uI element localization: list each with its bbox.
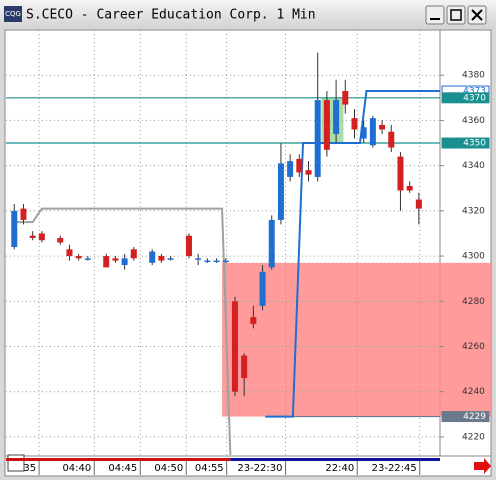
x-tick-label: 04:55 xyxy=(195,463,224,474)
candle-body xyxy=(204,260,211,263)
candle-body xyxy=(231,301,238,392)
x-tick-label: 22:40 xyxy=(325,463,354,474)
candle-body xyxy=(112,258,119,261)
y-tick-label: 4320 xyxy=(462,206,485,216)
y-tick-label: 4260 xyxy=(462,342,485,352)
level-tag xyxy=(441,137,490,149)
time-strip-right xyxy=(230,458,440,461)
candle-body xyxy=(57,237,64,243)
chart-title: S.CECO - Career Education Corp. 1 Min xyxy=(26,8,316,23)
candle-body xyxy=(360,127,367,139)
x-tick-label: 35 xyxy=(23,463,36,474)
candle-body xyxy=(213,260,220,263)
candle-body xyxy=(29,235,36,238)
candle-body xyxy=(323,100,330,150)
candle-body xyxy=(415,199,422,209)
maximize-button[interactable] xyxy=(446,5,466,25)
zone xyxy=(222,262,491,417)
candle-body xyxy=(314,100,321,177)
candle-body xyxy=(84,258,91,260)
level-label: 4229 xyxy=(463,412,486,422)
level-tag xyxy=(441,92,490,104)
candle-body xyxy=(158,256,165,261)
y-tick-label: 4220 xyxy=(462,432,485,442)
candle-body xyxy=(342,91,349,105)
candle-body xyxy=(121,258,128,266)
candle-body xyxy=(38,233,45,241)
y-tick-label: 4360 xyxy=(462,116,485,126)
maximize-glyph xyxy=(450,9,462,21)
candle-body xyxy=(305,170,312,175)
y-tick-label: 4300 xyxy=(462,252,485,262)
candle-body xyxy=(149,251,156,263)
candle-body xyxy=(185,235,192,257)
candle-body xyxy=(250,317,257,324)
candle-body xyxy=(66,249,73,257)
level-label: 4350 xyxy=(463,139,486,149)
y-tick-label: 4280 xyxy=(462,297,485,307)
close-glyph xyxy=(471,9,483,21)
level-label: 4370 xyxy=(463,93,486,103)
candle-body xyxy=(296,158,303,173)
x-tick-label: 04:50 xyxy=(154,463,183,474)
candle-body xyxy=(333,100,340,134)
candle-body xyxy=(20,208,27,220)
candle-body xyxy=(130,249,137,259)
candle-body xyxy=(369,118,376,146)
level-tag xyxy=(441,411,490,423)
plot-area: 4220 4240 4260 4280 4300 4320 4340 4360 4380 35 04… xyxy=(6,30,491,475)
candle-body xyxy=(259,271,266,306)
candle-body xyxy=(379,124,386,130)
app-icon-glyph: CQG xyxy=(5,10,21,18)
candle-body xyxy=(287,161,294,177)
candle-body xyxy=(388,131,395,148)
candle-body xyxy=(397,156,404,191)
level-label: 4373 xyxy=(463,87,486,97)
candle-body xyxy=(222,260,229,263)
corner-box[interactable] xyxy=(7,454,25,472)
candle-body xyxy=(11,210,18,248)
y-tick-label: 4380 xyxy=(462,71,485,81)
indicator-line xyxy=(14,207,232,456)
candle-body xyxy=(167,258,174,260)
candle-body xyxy=(268,219,275,268)
x-tick-label: 23-22:30 xyxy=(237,463,282,474)
candle-body xyxy=(103,256,110,268)
x-tick-label: 04:45 xyxy=(108,463,137,474)
window-buttons[interactable] xyxy=(425,5,487,25)
y-tick-label: 4240 xyxy=(462,387,485,397)
candle-body xyxy=(406,185,413,191)
candle-body xyxy=(75,256,82,259)
candle-body xyxy=(195,258,202,260)
scroll-arrow[interactable] xyxy=(474,458,491,474)
x-tick-label: 04:40 xyxy=(62,463,91,474)
candle-body xyxy=(277,163,284,220)
minimize-button[interactable] xyxy=(425,5,445,25)
candle-body xyxy=(351,118,358,130)
time-strip-left xyxy=(6,458,231,461)
y-tick-label: 4340 xyxy=(462,161,485,171)
app-icon xyxy=(4,6,22,22)
title-bar xyxy=(0,0,496,28)
x-tick-label: 23-22:45 xyxy=(372,463,417,474)
candle-body xyxy=(241,355,248,379)
indicator-line xyxy=(265,90,440,418)
